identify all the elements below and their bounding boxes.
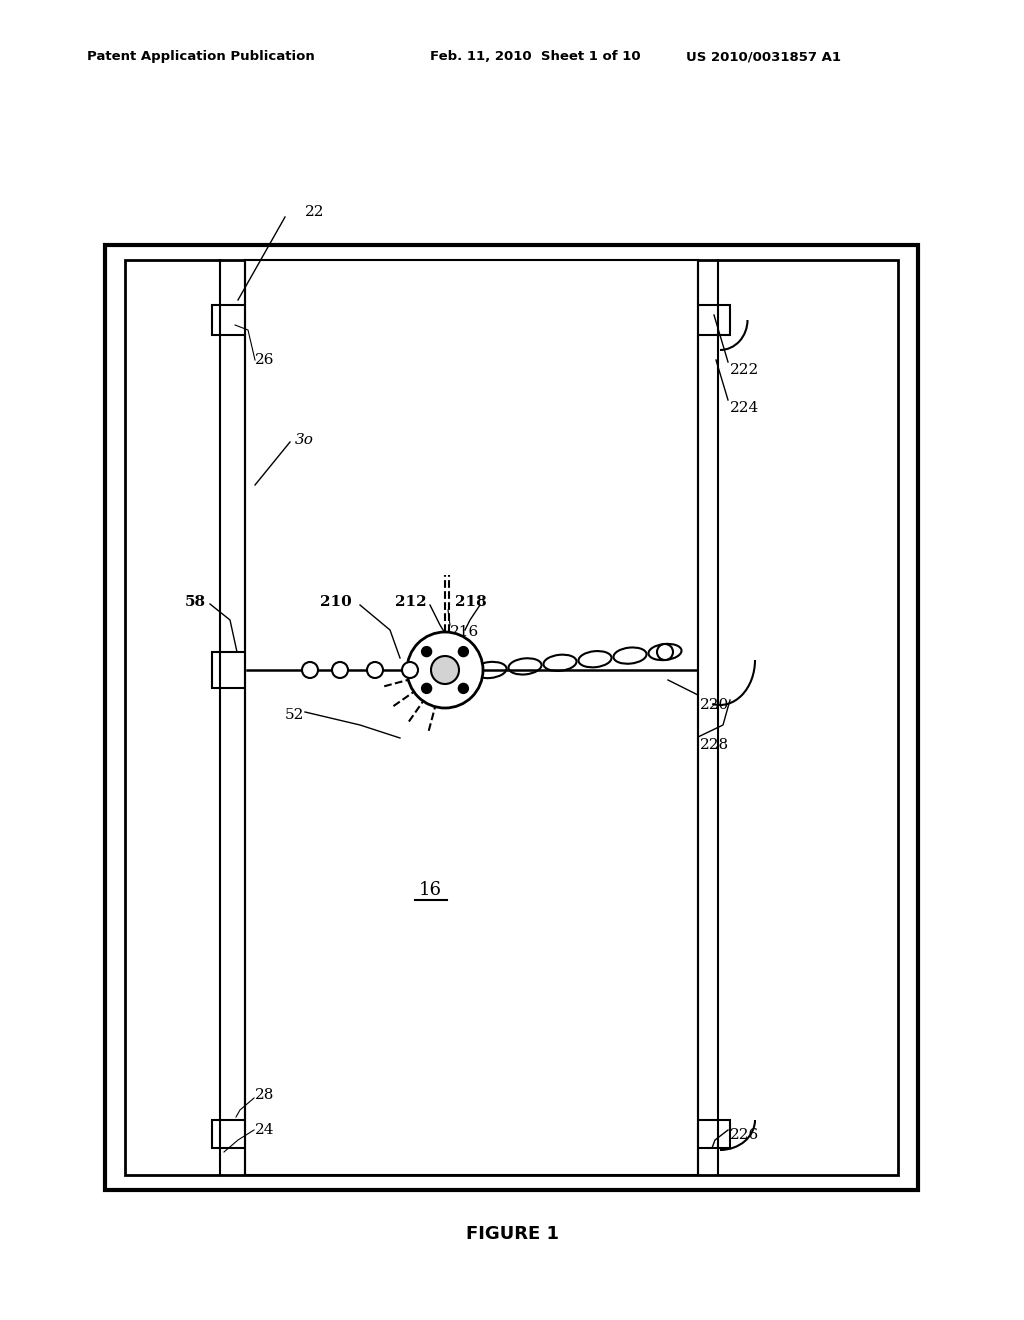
Text: 218: 218 — [455, 595, 486, 609]
Bar — [245, 260, 698, 1175]
Text: 28: 28 — [255, 1088, 274, 1102]
Text: 26: 26 — [255, 352, 274, 367]
Circle shape — [332, 663, 348, 678]
Text: FIGURE 1: FIGURE 1 — [466, 1225, 558, 1243]
Text: 224: 224 — [730, 401, 759, 414]
Text: 22: 22 — [305, 205, 325, 219]
Text: Feb. 11, 2010  Sheet 1 of 10: Feb. 11, 2010 Sheet 1 of 10 — [430, 50, 641, 63]
Text: Patent Application Publication: Patent Application Publication — [87, 50, 314, 63]
Bar — [212, 652, 257, 688]
Circle shape — [302, 663, 318, 678]
Circle shape — [657, 644, 673, 660]
Text: 222: 222 — [730, 363, 759, 378]
Text: 52: 52 — [285, 708, 304, 722]
Bar — [690, 1119, 730, 1148]
Circle shape — [367, 663, 383, 678]
Circle shape — [422, 647, 431, 656]
Text: 216: 216 — [450, 624, 479, 639]
Circle shape — [459, 684, 468, 693]
Bar — [690, 305, 730, 335]
Text: 228: 228 — [700, 738, 729, 752]
Circle shape — [459, 647, 468, 656]
Bar — [212, 305, 257, 335]
Circle shape — [422, 684, 431, 693]
Text: 58: 58 — [185, 595, 206, 609]
Text: 3o: 3o — [295, 433, 314, 447]
Text: 16: 16 — [419, 880, 441, 899]
Circle shape — [402, 663, 418, 678]
Text: 220: 220 — [700, 698, 729, 711]
Bar — [105, 246, 918, 1191]
Text: 210: 210 — [319, 595, 352, 609]
Bar — [125, 260, 898, 1175]
Circle shape — [407, 632, 483, 708]
Text: US 2010/0031857 A1: US 2010/0031857 A1 — [686, 50, 841, 63]
Text: 212: 212 — [395, 595, 427, 609]
Text: 24: 24 — [255, 1123, 274, 1137]
Text: 226: 226 — [730, 1129, 759, 1142]
Circle shape — [431, 656, 459, 684]
Bar — [212, 1119, 257, 1148]
